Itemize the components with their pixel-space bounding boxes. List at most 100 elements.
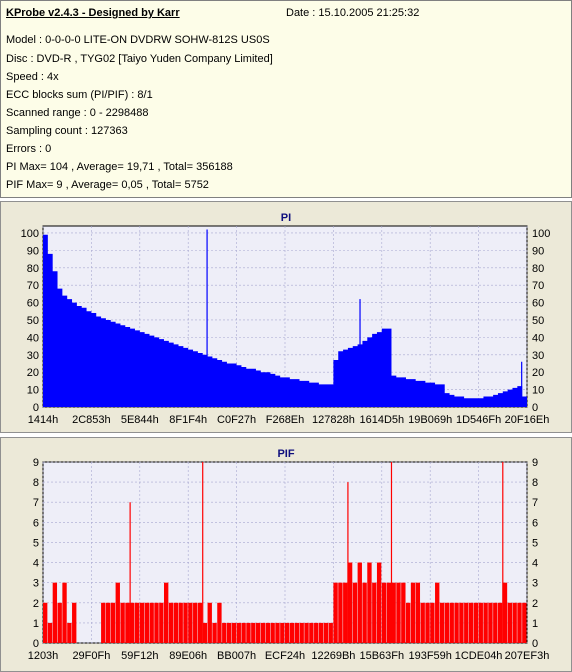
y-tick-label-left: 20 xyxy=(27,367,39,379)
data-bar xyxy=(517,602,522,643)
y-tick-label-right: 90 xyxy=(532,245,544,257)
x-tick-label: 29F0Fh xyxy=(72,650,110,662)
y-tick-label-left: 7 xyxy=(33,497,39,509)
y-tick-label-left: 50 xyxy=(27,315,39,327)
data-bar xyxy=(294,622,300,643)
data-bar xyxy=(67,622,72,643)
y-tick-label-right: 50 xyxy=(532,315,544,327)
y-tick-label-right: 7 xyxy=(532,497,538,509)
data-bar xyxy=(178,602,183,643)
y-tick-label-left: 70 xyxy=(27,280,39,292)
pif-chart-panel: PIF 0 0 1 1 2 2 3 3 4 4 5 5 6 6 7 7 8 8 9 9 1203h 29F0Fh 59F12h… xyxy=(0,437,572,672)
x-tick-label: F268Eh xyxy=(266,414,305,426)
data-bar xyxy=(333,582,338,643)
data-bar xyxy=(347,562,353,643)
data-bar xyxy=(410,582,416,643)
x-tick-label: 89E06h xyxy=(169,650,207,662)
y-tick-label-left: 0 xyxy=(33,402,39,414)
data-bar xyxy=(396,582,401,643)
data-bar xyxy=(299,622,304,643)
y-tick-label-right: 1 xyxy=(532,618,538,630)
y-tick-label-right: 40 xyxy=(532,332,544,344)
data-bar xyxy=(454,602,459,643)
y-tick-label-right: 100 xyxy=(532,228,550,240)
y-tick-label-left: 10 xyxy=(27,385,39,397)
app-title: KProbe v2.4.3 - Designed by Karr xyxy=(6,7,180,19)
data-bar xyxy=(391,582,396,643)
y-tick-label-right: 2 xyxy=(532,598,538,610)
data-bar xyxy=(52,582,58,643)
y-tick-label-right: 9 xyxy=(532,457,538,469)
data-bar xyxy=(401,582,406,643)
info-pi-stats: PI Max= 104 , Average= 19,71 , Total= 35… xyxy=(6,161,233,173)
data-bar xyxy=(251,622,256,643)
data-bar xyxy=(183,602,188,643)
data-bar xyxy=(241,622,246,643)
data-bar xyxy=(507,602,512,643)
x-tick-label: 1CDE04h xyxy=(455,650,503,662)
data-bar xyxy=(255,622,261,643)
y-tick-label-right: 0 xyxy=(532,402,538,414)
y-tick-label-right: 5 xyxy=(532,537,538,549)
data-bar xyxy=(134,602,140,643)
scan-date: Date : 15.10.2005 21:25:32 xyxy=(286,7,420,19)
data-bar xyxy=(328,622,333,643)
y-tick-label-left: 40 xyxy=(27,332,39,344)
data-bar xyxy=(502,582,508,643)
data-bar xyxy=(464,602,469,643)
y-tick-label-right: 60 xyxy=(532,298,544,310)
chart-title: PI xyxy=(281,212,291,224)
pif-chart: PIF 0 0 1 1 2 2 3 3 4 4 5 5 6 6 7 7 8 8 9 9 1203h 29F0Fh 59F12h… xyxy=(28,448,550,662)
data-bar xyxy=(154,602,159,643)
data-bar xyxy=(188,602,193,643)
data-bar xyxy=(115,582,120,643)
y-tick-label-right: 30 xyxy=(532,350,544,362)
data-bar xyxy=(149,602,154,643)
data-bar xyxy=(314,622,319,643)
x-tick-label: 1203h xyxy=(28,650,59,662)
data-bar xyxy=(231,622,237,643)
x-tick-label: C0F27h xyxy=(217,414,256,426)
info-range: Scanned range : 0 - 2298488 xyxy=(6,107,149,119)
data-bar xyxy=(193,602,198,643)
data-bar xyxy=(217,602,222,643)
y-tick-label-left: 80 xyxy=(27,263,39,275)
data-bar xyxy=(43,602,48,643)
y-tick-label-left: 100 xyxy=(21,228,39,240)
x-tick-label: BB007h xyxy=(217,650,256,662)
y-tick-label-left: 5 xyxy=(33,537,39,549)
info-sampling: Sampling count : 127363 xyxy=(6,125,128,137)
data-bar xyxy=(468,602,474,643)
data-bar xyxy=(449,602,454,643)
data-bar xyxy=(473,602,479,643)
data-bar xyxy=(357,562,362,643)
data-bar xyxy=(207,602,212,643)
data-bar xyxy=(265,622,270,643)
data-bar xyxy=(57,602,62,643)
y-tick-label-left: 30 xyxy=(27,350,39,362)
data-bar xyxy=(202,622,208,643)
data-bar xyxy=(270,622,275,643)
y-tick-label-left: 60 xyxy=(27,298,39,310)
x-tick-label: 15B63Fh xyxy=(359,650,404,662)
data-bar xyxy=(222,622,227,643)
data-bar xyxy=(386,582,391,643)
data-bar xyxy=(362,582,367,643)
y-tick-label-right: 70 xyxy=(532,280,544,292)
data-bar xyxy=(105,602,111,643)
y-tick-label-left: 4 xyxy=(33,558,39,570)
y-tick-label-right: 6 xyxy=(532,517,538,529)
data-bar xyxy=(197,602,203,643)
y-tick-label-left: 6 xyxy=(33,517,39,529)
y-tick-label-right: 0 xyxy=(532,638,538,650)
info-panel: KProbe v2.4.3 - Designed by Karr Date : … xyxy=(0,0,572,198)
data-bar xyxy=(260,622,266,643)
info-errors: Errors : 0 xyxy=(6,143,52,155)
x-tick-label: 1414h xyxy=(28,414,59,426)
x-tick-label: 2C853h xyxy=(72,414,111,426)
data-bar xyxy=(236,622,241,643)
data-bar xyxy=(285,622,290,643)
data-bar xyxy=(406,602,411,643)
data-bar xyxy=(493,602,498,643)
x-tick-label: 12269Bh xyxy=(311,650,355,662)
